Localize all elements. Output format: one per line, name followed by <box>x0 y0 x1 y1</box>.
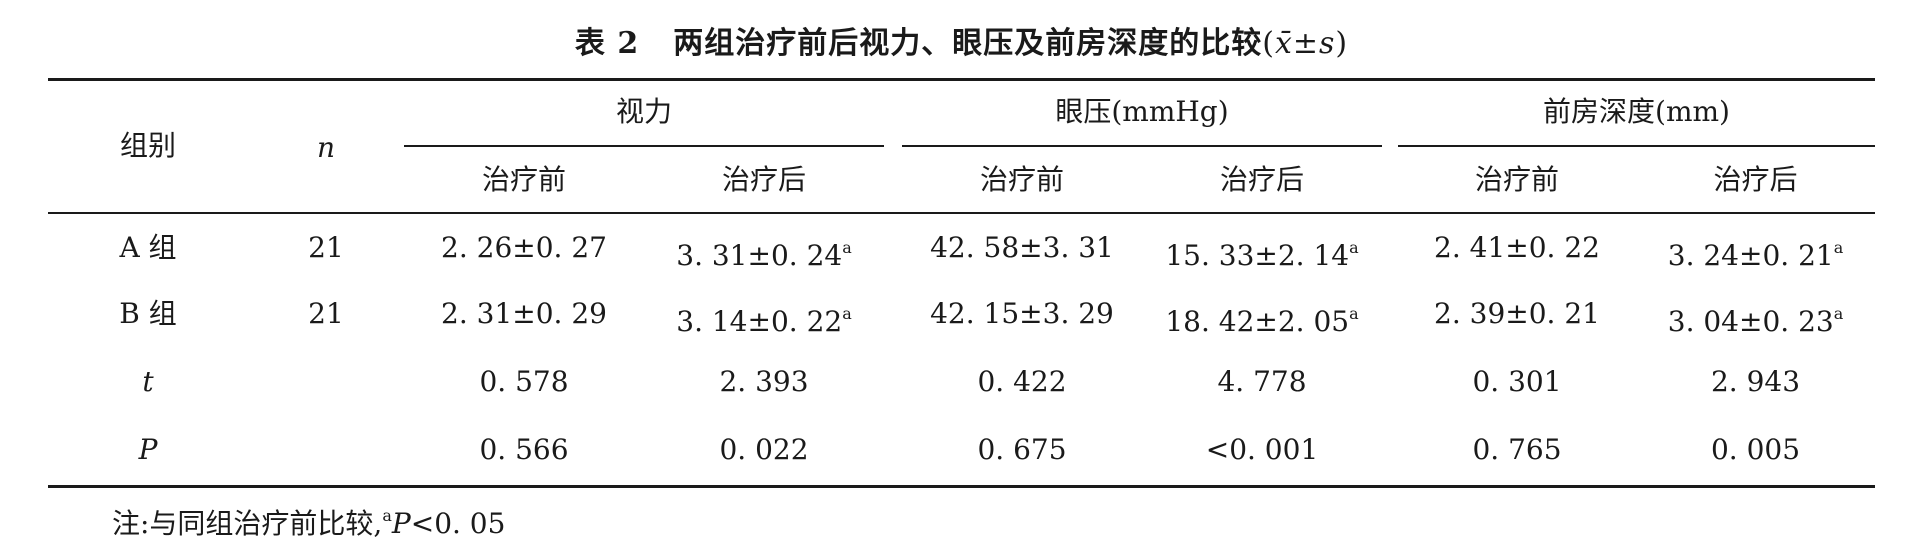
row-p-vision-after: 0. 022 <box>719 433 809 466</box>
significance-mark: a <box>842 238 852 257</box>
value: 3. 04±0. 23 <box>1667 305 1834 338</box>
row-b-iop-after: 18. 42±2. 05a <box>1142 296 1382 340</box>
row-p-vision-before: 0. 566 <box>479 433 569 466</box>
footnote-prefix: 注:与同组治疗前比较, <box>112 507 383 540</box>
header-n: n <box>316 131 336 164</box>
header-iop-before: 治疗前 <box>979 163 1064 196</box>
row-b-vision-after: 3. 14±0. 22a <box>644 296 884 340</box>
row-t-acd-before: 0. 301 <box>1472 365 1562 398</box>
row-t-vision-before: 0. 578 <box>479 365 569 398</box>
row-b-acd-before: 2. 39±0. 21 <box>1434 297 1600 330</box>
row-a-acd-before: 2. 41±0. 22 <box>1434 231 1600 264</box>
header-acd: 前房深度(mm) <box>1543 95 1730 128</box>
header-group: 组别 <box>119 129 176 162</box>
footnote-suffix: <0. 05 <box>410 507 506 540</box>
header-vision: 视力 <box>615 95 672 128</box>
significance-mark: a <box>1349 238 1359 257</box>
row-a-iop-before: 42. 58±3. 31 <box>930 231 1114 264</box>
caption-paren-close: ) <box>1335 26 1349 61</box>
header-vision-after: 治疗后 <box>721 163 806 196</box>
row-b-iop-before: 42. 15±3. 29 <box>930 297 1114 330</box>
table-top-rule <box>48 78 1875 81</box>
row-p-acd-after: 0. 005 <box>1710 433 1801 466</box>
footnote-mark: a <box>382 506 392 525</box>
row-a-label: A 组 <box>119 231 177 264</box>
table-number: 表 2 <box>574 26 640 61</box>
significance-mark: a <box>842 304 852 323</box>
value: 18. 42±2. 05 <box>1165 305 1350 338</box>
row-a-vision-before: 2. 26±0. 27 <box>441 231 607 264</box>
value: 3. 24±0. 21 <box>1667 239 1834 272</box>
row-p-iop-before: 0. 675 <box>977 433 1067 466</box>
acd-underline <box>1398 145 1875 147</box>
table-header-rule <box>48 212 1875 214</box>
table-bottom-rule <box>48 485 1875 488</box>
row-t-label: t <box>142 365 154 398</box>
significance-mark: a <box>1833 238 1844 257</box>
header-acd-after: 治疗后 <box>1713 163 1798 196</box>
table-title: 两组治疗前后视力、眼压及前房深度的比较 <box>673 26 1263 61</box>
row-t-iop-before: 0. 422 <box>977 365 1067 398</box>
row-a-n: 21 <box>308 231 344 264</box>
caption-stat: x̄±s <box>1274 26 1336 61</box>
significance-mark: a <box>1833 304 1844 323</box>
value: 15. 33±2. 14 <box>1165 239 1350 272</box>
row-b-n: 21 <box>308 297 344 330</box>
footnote-stat: P <box>391 507 411 540</box>
value: 3. 31±0. 24 <box>676 239 843 272</box>
row-b-vision-before: 2. 31±0. 29 <box>441 297 607 330</box>
row-p-label: P <box>138 433 158 466</box>
row-a-iop-after: 15. 33±2. 14a <box>1142 230 1382 274</box>
row-a-acd-after: 3. 24±0. 21a <box>1636 230 1875 274</box>
header-iop: 眼压(mmHg) <box>1055 95 1229 128</box>
value: 3. 14±0. 22 <box>676 305 843 338</box>
header-iop-after: 治疗后 <box>1219 163 1304 196</box>
vision-underline <box>404 145 884 147</box>
header-acd-before: 治疗前 <box>1474 163 1559 196</box>
row-t-iop-after: 4. 778 <box>1217 365 1307 398</box>
iop-underline <box>902 145 1382 147</box>
row-b-label: B 组 <box>119 297 177 330</box>
table-footnote: 注:与同组治疗前比较,aP<0. 05 <box>112 502 505 542</box>
row-t-vision-after: 2. 393 <box>719 365 809 398</box>
caption-paren-open: ( <box>1262 26 1275 61</box>
row-a-vision-after: 3. 31±0. 24a <box>644 230 884 274</box>
row-p-iop-after: <0. 001 <box>1205 433 1319 466</box>
table-caption: 表 2 两组治疗前后视力、眼压及前房深度的比较(x̄±s) <box>0 18 1923 62</box>
significance-mark: a <box>1349 304 1359 323</box>
row-b-acd-after: 3. 04±0. 23a <box>1636 296 1875 340</box>
row-p-acd-before: 0. 765 <box>1472 433 1562 466</box>
header-vision-before: 治疗前 <box>481 163 566 196</box>
row-t-acd-after: 2. 943 <box>1710 365 1801 398</box>
